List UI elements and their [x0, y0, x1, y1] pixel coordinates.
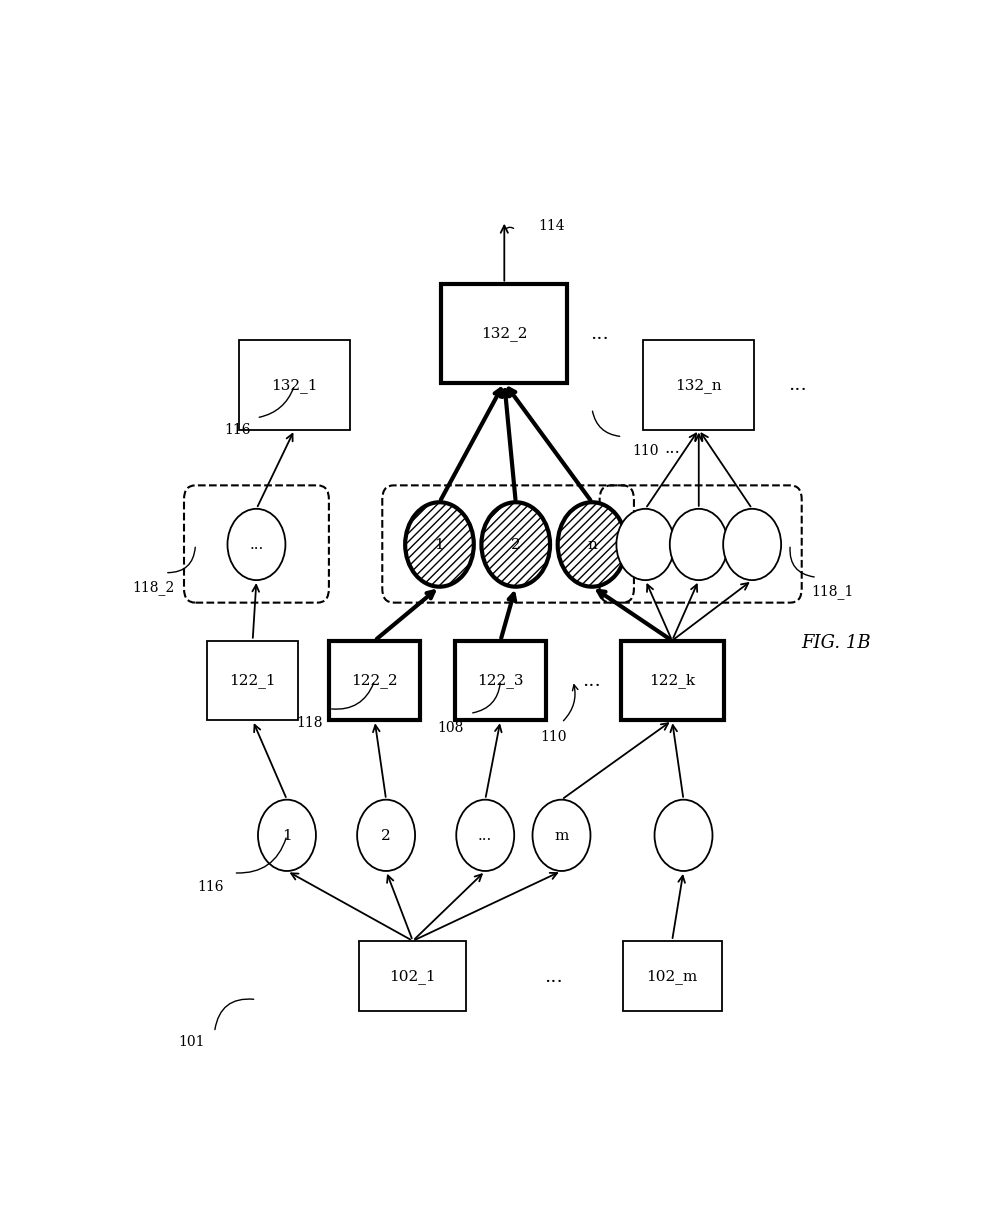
Circle shape — [654, 800, 712, 871]
Bar — [455, 641, 546, 721]
Circle shape — [481, 503, 550, 587]
Circle shape — [532, 800, 590, 871]
Text: 122_1: 122_1 — [229, 674, 276, 688]
Text: n: n — [587, 538, 597, 552]
Bar — [621, 641, 723, 721]
Text: 114: 114 — [538, 219, 565, 233]
Text: ...: ... — [664, 440, 680, 457]
Text: 118: 118 — [296, 716, 323, 730]
Text: 116: 116 — [198, 881, 224, 894]
Bar — [442, 285, 567, 382]
Text: 110: 110 — [632, 445, 658, 458]
Text: 122_2: 122_2 — [351, 674, 398, 688]
Text: 122_k: 122_k — [649, 674, 695, 688]
Text: m: m — [554, 828, 569, 843]
Text: 102_1: 102_1 — [390, 968, 436, 984]
Circle shape — [457, 800, 515, 871]
Text: 122_3: 122_3 — [477, 674, 523, 688]
Circle shape — [405, 503, 474, 587]
Text: 1: 1 — [282, 828, 292, 843]
Text: 2: 2 — [381, 828, 391, 843]
Text: 1: 1 — [435, 538, 445, 552]
Text: 132_2: 132_2 — [481, 326, 527, 341]
Text: ...: ... — [590, 325, 609, 342]
Circle shape — [227, 509, 285, 581]
Circle shape — [616, 509, 674, 581]
Circle shape — [357, 800, 415, 871]
Text: ...: ... — [478, 828, 492, 843]
Text: FIG. 1B: FIG. 1B — [801, 635, 871, 652]
Text: 118_2: 118_2 — [133, 580, 174, 594]
Text: 101: 101 — [178, 1035, 205, 1049]
Circle shape — [558, 503, 627, 587]
Text: 2: 2 — [511, 538, 521, 552]
Text: 132_1: 132_1 — [272, 378, 318, 392]
Text: 108: 108 — [438, 721, 464, 734]
Text: 116: 116 — [224, 423, 251, 436]
Text: ...: ... — [583, 672, 601, 689]
Bar — [359, 942, 466, 1011]
Circle shape — [723, 509, 781, 581]
Bar — [207, 641, 298, 721]
Bar — [623, 942, 721, 1011]
Text: 102_m: 102_m — [646, 968, 698, 984]
Text: ...: ... — [544, 967, 563, 985]
Circle shape — [258, 800, 316, 871]
Text: ...: ... — [249, 538, 264, 552]
Text: 110: 110 — [540, 730, 567, 744]
Bar — [239, 341, 350, 430]
Text: 132_n: 132_n — [675, 378, 722, 392]
Circle shape — [670, 509, 728, 581]
Text: ...: ... — [788, 376, 807, 395]
Bar — [644, 341, 754, 430]
Text: 118_1: 118_1 — [811, 585, 853, 599]
Bar — [329, 641, 420, 721]
